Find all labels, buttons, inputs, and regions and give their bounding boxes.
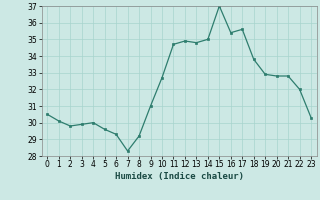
X-axis label: Humidex (Indice chaleur): Humidex (Indice chaleur) (115, 172, 244, 181)
